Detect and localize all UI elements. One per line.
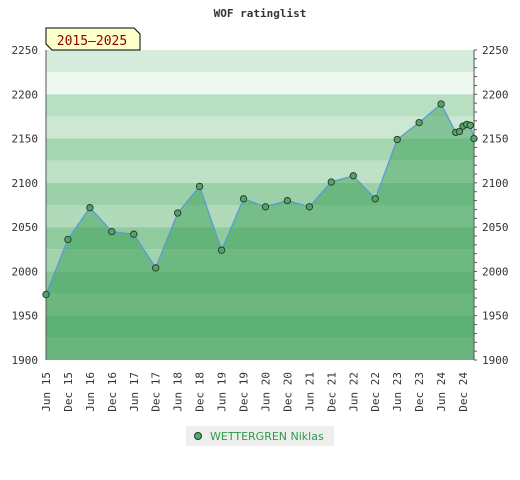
y-tick-label-right: 2250 bbox=[482, 44, 509, 57]
data-point bbox=[283, 196, 292, 205]
data-point bbox=[130, 230, 138, 238]
band bbox=[46, 160, 474, 183]
data-point bbox=[108, 227, 116, 236]
data-point bbox=[305, 203, 314, 211]
data-point bbox=[64, 235, 72, 244]
y-tick-label-left: 2250 bbox=[12, 44, 39, 57]
data-point bbox=[327, 178, 335, 186]
x-tick-label: Dec 24 bbox=[457, 372, 470, 412]
data-point bbox=[195, 182, 204, 191]
y-tick-label-left: 1950 bbox=[12, 310, 39, 323]
data-point bbox=[415, 118, 423, 127]
data-point bbox=[261, 203, 270, 211]
legend: WETTERGREN Niklas bbox=[186, 426, 334, 446]
data-point bbox=[239, 195, 248, 203]
data-point bbox=[437, 100, 445, 108]
y-tick-label-right: 2100 bbox=[482, 177, 509, 190]
y-tick-label-left: 2000 bbox=[12, 265, 39, 278]
y-tick-label-right: 2200 bbox=[482, 88, 509, 101]
x-tick-label: Dec 23 bbox=[413, 372, 426, 412]
data-point bbox=[42, 290, 50, 299]
band bbox=[46, 94, 474, 117]
x-tick-label: Dec 16 bbox=[106, 372, 119, 412]
band bbox=[46, 337, 474, 360]
band bbox=[46, 116, 474, 139]
x-tick-label: Dec 18 bbox=[194, 372, 207, 412]
y-tick-label-right: 2000 bbox=[482, 265, 509, 278]
x-tick-label: Jun 15 bbox=[40, 372, 53, 412]
data-point bbox=[455, 127, 464, 136]
x-tick-label: Jun 24 bbox=[435, 372, 448, 412]
x-tick-label: Dec 15 bbox=[62, 372, 75, 412]
y-axis-right: 1900 1950 2000 2050 2100 2150 2200 2250 bbox=[473, 44, 509, 367]
band bbox=[46, 227, 474, 250]
chart-title: WOF ratinglist bbox=[214, 7, 307, 20]
x-tick-label: Jun 19 bbox=[216, 372, 229, 412]
band bbox=[46, 271, 474, 294]
y-axis-left: 1900 1950 2000 2050 2100 2150 2200 2250 bbox=[12, 44, 47, 367]
band bbox=[46, 293, 474, 316]
legend-marker-icon bbox=[194, 432, 202, 440]
x-tick-label: Jun 16 bbox=[84, 372, 97, 412]
data-point bbox=[217, 246, 226, 254]
data-point bbox=[349, 172, 357, 180]
period-label: 2015–2025 bbox=[57, 34, 127, 49]
x-tick-label: Dec 20 bbox=[281, 372, 294, 412]
band bbox=[46, 72, 474, 95]
y-tick-label-left: 1900 bbox=[12, 354, 39, 367]
y-tick-label-left: 2100 bbox=[12, 177, 39, 190]
x-tick-label: Jun 22 bbox=[347, 372, 360, 412]
band bbox=[46, 138, 474, 161]
band bbox=[46, 182, 474, 205]
data-point bbox=[371, 195, 379, 203]
y-tick-label-right: 1950 bbox=[482, 310, 509, 323]
legend-label: WETTERGREN Niklas bbox=[210, 429, 324, 443]
band bbox=[46, 205, 474, 228]
data-point bbox=[152, 264, 160, 272]
x-tick-label: Jun 17 bbox=[128, 372, 141, 412]
band bbox=[46, 50, 474, 73]
x-axis: Jun 15 Dec 15 Jun 16 Dec 16 Jun 17 Dec 17 Jun … bbox=[40, 372, 470, 412]
x-tick-label: Dec 17 bbox=[150, 372, 163, 412]
background-bands bbox=[46, 50, 474, 360]
x-tick-label: Jun 23 bbox=[391, 372, 404, 412]
y-tick-label-right: 2050 bbox=[482, 221, 509, 234]
x-tick-label: Jun 21 bbox=[303, 372, 316, 412]
data-point bbox=[174, 209, 182, 217]
data-points bbox=[42, 100, 478, 299]
x-tick-label: Dec 21 bbox=[325, 372, 338, 412]
period-label-box: 2015–2025 bbox=[45, 27, 141, 51]
x-tick-label: Jun 20 bbox=[260, 372, 273, 412]
band bbox=[46, 315, 474, 338]
x-tick-label: Dec 19 bbox=[238, 372, 251, 412]
y-tick-label-right: 2150 bbox=[482, 133, 509, 146]
area-fill bbox=[46, 104, 474, 360]
data-point bbox=[470, 134, 478, 143]
y-tick-label-left: 2200 bbox=[12, 88, 39, 101]
x-tick-label: Jun 18 bbox=[172, 372, 185, 412]
x-tick-label: Dec 22 bbox=[369, 372, 382, 412]
y-tick-label-right: 1900 bbox=[482, 354, 509, 367]
data-point bbox=[393, 135, 401, 144]
data-point bbox=[86, 204, 94, 212]
y-tick-label-left: 2050 bbox=[12, 221, 39, 234]
y-tick-label-left: 2150 bbox=[12, 133, 39, 146]
data-point bbox=[466, 121, 474, 129]
